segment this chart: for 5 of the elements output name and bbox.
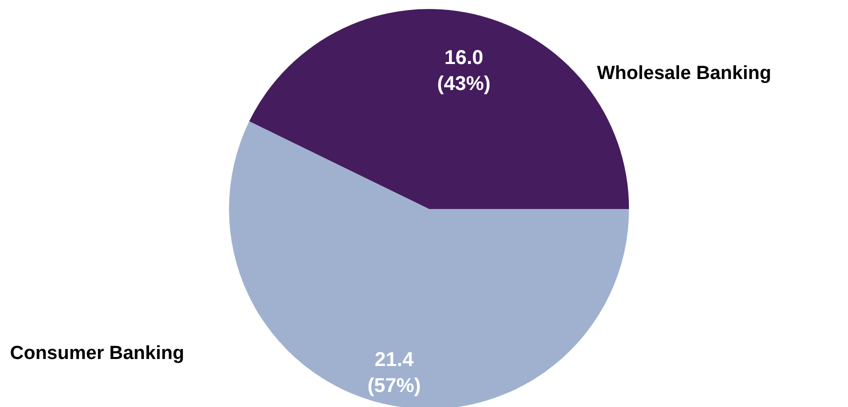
data-label: 16.0 (43%) [437, 46, 491, 95]
data-label: 21.4 (57%) [367, 349, 421, 398]
slice-label: Consumer Banking [10, 343, 184, 364]
slice-label: Wholesale Banking [597, 63, 772, 84]
pie-slice [229, 121, 629, 407]
